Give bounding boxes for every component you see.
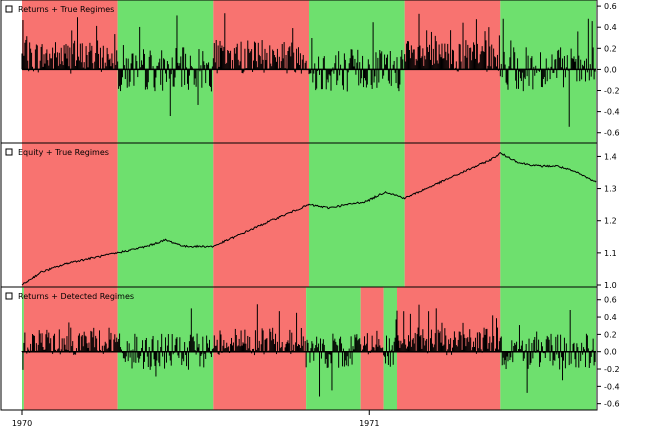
regime-band-bear — [404, 143, 501, 287]
regime-band-bear — [22, 143, 118, 287]
regime-band-bull — [22, 287, 24, 410]
y-tick-label: -0.2 — [604, 87, 620, 96]
y-tick-label: 1.4 — [604, 152, 617, 161]
regime-band-bear — [213, 143, 309, 287]
regime-band-bull — [383, 287, 398, 410]
y-tick-label: 1.3 — [604, 185, 617, 194]
y-tick-label: 0.0 — [604, 65, 617, 74]
y-tick-label: 0.2 — [604, 44, 617, 53]
legend-swatch — [5, 148, 13, 156]
regime-band-bull — [309, 143, 405, 287]
y-tick-label: -0.6 — [604, 129, 620, 138]
regime-band-bull — [117, 143, 214, 287]
regime-band-bear — [404, 0, 501, 143]
x-tick-label: 1970 — [12, 419, 32, 428]
equity-line — [21, 151, 597, 286]
legend-label: Equity + True Regimes — [18, 148, 109, 157]
y-tick-label: 1.2 — [604, 217, 617, 226]
chart-panels: 0.6 0.4 0.2 0.0 -0.2 -0.4 -0.6 Returns + True R… — [0, 0, 620, 411]
y-tick-label: 0.4 — [604, 23, 617, 32]
panel-frame — [0, 286, 598, 411]
y-tick-label: -0.4 — [604, 108, 620, 117]
regime-band-bull — [500, 143, 596, 287]
regime-band-bear — [22, 0, 118, 143]
y-tick-label: 1.0 — [604, 281, 617, 290]
y-tick-label: -0.6 — [604, 400, 620, 409]
panel-2: 1.4 1.3 1.2 1.1 1.0 Equity + True Regimes — [0, 142, 617, 290]
regime-band-bull — [309, 0, 405, 143]
x-axis: 1970 1971 — [12, 410, 379, 428]
y-tick-label: 0.4 — [604, 313, 617, 322]
y-tick-label: -0.2 — [604, 365, 620, 374]
y-tick-label: 0.6 — [604, 296, 617, 305]
panel-1: 0.6 0.4 0.2 0.0 -0.2 -0.4 -0.6 Returns + True R… — [0, 0, 620, 144]
panel-3: 0.6 0.4 0.2 0.0 -0.2 -0.4 -0.6 Returns + Detect… — [0, 286, 620, 411]
y-tick-label: -0.4 — [604, 382, 620, 391]
legend-swatch — [5, 5, 13, 13]
x-tick-label: 1971 — [359, 419, 379, 428]
y-tick-label: 0.0 — [604, 348, 617, 357]
y-tick-label: 0.6 — [604, 2, 617, 11]
y-tick-label: 1.1 — [604, 249, 617, 258]
y-tick-label: 0.2 — [604, 330, 617, 339]
legend-label: Returns + Detected Regimes — [18, 292, 134, 301]
legend-swatch — [5, 292, 13, 300]
legend-label: Returns + True Regimes — [18, 5, 114, 14]
regime-band-bear — [213, 0, 309, 143]
